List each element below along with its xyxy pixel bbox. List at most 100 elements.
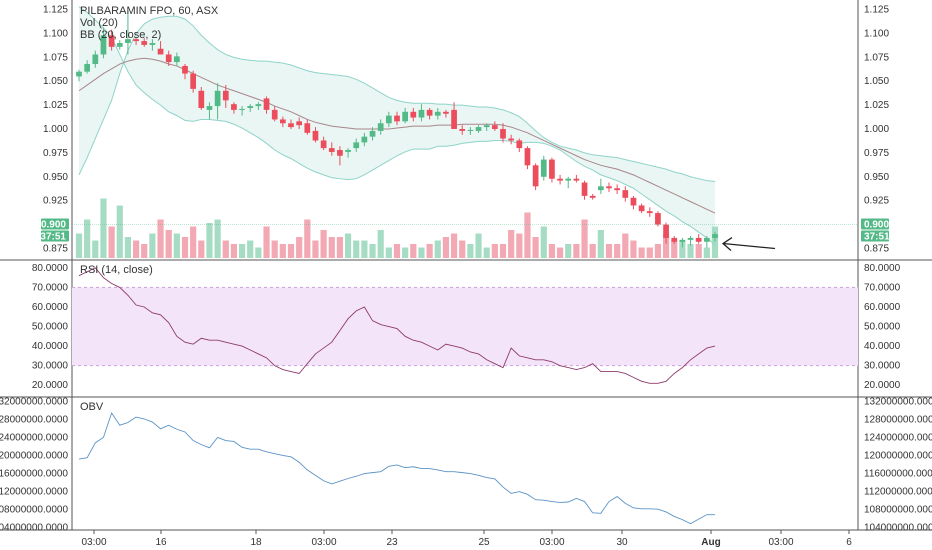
bb-upper-line [78,15,716,183]
candle-body [589,195,596,198]
rsi-tick-left: 20.0000 [32,380,69,391]
volume-bar [149,233,156,258]
volume-bar [524,212,531,258]
price-tick-right: 1.000 [864,124,889,135]
candle-body [695,237,702,242]
rsi-tick-left: 40.0000 [32,341,69,352]
volume-bar [410,244,417,258]
volume-bar [605,244,613,258]
volume-bar [312,240,319,258]
candle-body [165,54,172,63]
arrow-annotation [722,242,776,250]
bb-fill [79,6,715,245]
price-tick-right: 1.025 [864,100,889,111]
candle-body [663,224,669,238]
candle-body [467,129,474,131]
volume-bar [508,230,515,258]
candle-body [581,182,588,196]
candle-body [549,159,555,179]
volume-bar [475,233,482,258]
rsi-tick-right: 50.0000 [864,322,901,333]
candle-body [443,111,449,114]
volume-bar [271,240,278,258]
time-tick-label: 25 [478,537,490,548]
rsi-tick-left: 60.0000 [32,302,69,313]
volume-bar [614,244,621,258]
price-tick-right: 1.100 [864,28,889,39]
candle-body [630,197,637,206]
price-tick-left: 0.925 [43,196,68,207]
candle-body [410,111,417,118]
price-tick-right: 1.125 [864,5,889,16]
obv-pane: 132000000.0000 132000000.0000 128000000.00… [0,396,932,533]
candle-body [84,64,91,72]
price-legend-1: Vol (20) [80,17,118,29]
candle-body [296,121,303,126]
volume-bar [516,233,523,258]
obv-tick-left: 104000000.0000 [0,523,68,534]
time-tick-label: 03:00 [768,537,793,548]
time-tick-label: 18 [250,537,262,548]
candle-body [304,123,311,133]
candle-body [100,35,107,55]
candle-body [516,140,523,149]
volume-bar [92,240,99,258]
volume-bar [548,244,556,258]
volume-bar [385,247,392,258]
candle-body [141,41,148,45]
volume-bar [304,219,311,258]
volume-bar [369,244,376,258]
volume-bar [671,240,678,258]
price-tick-right: 0.950 [864,172,889,183]
candle-body [557,178,563,181]
candle-body [337,150,343,156]
price-tick-right: 1.075 [864,52,889,63]
obv-tick-right: 132000000.0000 [864,396,932,407]
obv-tick-left: 108000000.0000 [0,505,68,516]
price-tick-right: 1.050 [864,76,889,87]
volume-bar [141,244,148,258]
price-tick-left: 1.025 [43,100,68,111]
candle-body [214,90,221,107]
time-tick-label: 30 [616,537,628,548]
candle-body [508,138,515,141]
candle-body [679,239,686,242]
volume-bar [418,247,425,258]
rsi-tick-left: 80.0000 [32,263,69,274]
volume-bar [483,247,490,258]
candle-body [125,39,131,43]
candle-body [483,125,490,128]
candle-body [646,211,653,214]
volume-bar [190,226,197,258]
candle-body [173,56,180,63]
candle-body [345,150,351,152]
obv-tick-left: 132000000.0000 [0,396,68,407]
volume-bar [230,244,238,258]
countdown-badge-left: 37:51 [40,232,66,243]
rsi-pane: 80.0000 80.0000 70.0000 70.0000 60.0000 60.00… [32,263,901,391]
candle-body [312,130,319,141]
countdown-badge-left-bg [41,230,69,242]
volume-bar [434,240,441,258]
candle-body [712,234,718,238]
price-legend-2: BB (20, close, 2) [80,29,161,41]
time-tick-label: 6 [846,537,852,548]
candle-body [247,106,254,108]
candle-body [377,123,384,131]
candle-body [263,98,270,110]
candle-body [451,109,457,129]
candle-body [394,115,400,122]
volume-bar [654,244,662,258]
rsi-tick-right: 70.0000 [864,282,901,293]
volume-bar [695,244,702,258]
candle-body [638,205,645,212]
price-legend-0: PILBARAMIN FPO, 60, ASX [80,5,219,17]
candle-body [206,106,213,110]
candle-body [434,111,441,116]
volume-bar [442,237,450,258]
obv-tick-left: 124000000.0000 [0,432,68,443]
volume-bar [84,219,91,258]
time-axis: 03:00 16 18 03:00 23 25 03:00 30 Aug 03:00 6 [81,530,852,548]
candle-body [687,237,694,240]
